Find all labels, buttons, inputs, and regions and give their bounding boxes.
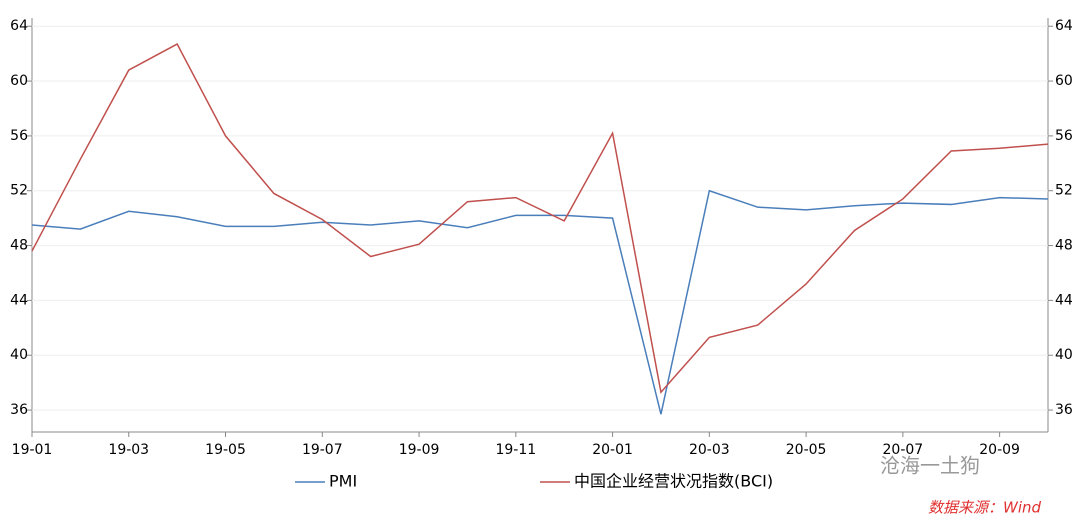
- y2-tick-label: 52: [1055, 183, 1073, 199]
- watermark: 沧海一土狗: [880, 454, 980, 478]
- y2-tick-label: 60: [1055, 73, 1073, 89]
- y-tick-label: 60: [10, 73, 28, 89]
- series-line: [31, 43, 1049, 394]
- x-tick-label: 20-09: [979, 442, 1020, 458]
- x-tick-label: 19-01: [12, 442, 53, 458]
- y2-tick-label: 64: [1055, 18, 1073, 34]
- x-tick-label: 20-03: [689, 442, 730, 458]
- x-tick-label: 20-05: [786, 442, 827, 458]
- x-tick-label: 20-01: [592, 442, 633, 458]
- legend-label: 中国企业经营状况指数(BCI): [574, 472, 773, 491]
- x-tick-label: 20-07: [883, 442, 924, 458]
- y-tick-label: 36: [10, 402, 28, 418]
- y-tick-label: 44: [10, 292, 28, 308]
- y2-tick-label: 48: [1055, 238, 1073, 254]
- y2-tick-label: 56: [1055, 128, 1073, 144]
- y-tick-label: 52: [10, 183, 28, 199]
- y2-tick-label: 44: [1055, 292, 1073, 308]
- x-tick-label: 19-05: [205, 442, 246, 458]
- source-note: 数据来源：Wind: [928, 499, 1042, 517]
- y-tick-label: 48: [10, 238, 28, 254]
- y-tick-label: 64: [10, 18, 28, 34]
- y2-tick-label: 40: [1055, 347, 1073, 363]
- y-tick-label: 56: [10, 128, 28, 144]
- y-tick-label: 40: [10, 347, 28, 363]
- x-tick-label: 19-11: [495, 442, 536, 458]
- x-tick-label: 19-09: [399, 442, 440, 458]
- x-tick-label: 19-03: [108, 442, 149, 458]
- series-line: [31, 189, 1049, 415]
- y2-tick-label: 36: [1055, 402, 1073, 418]
- legend-label: PMI: [329, 472, 357, 491]
- x-tick-label: 19-07: [302, 442, 343, 458]
